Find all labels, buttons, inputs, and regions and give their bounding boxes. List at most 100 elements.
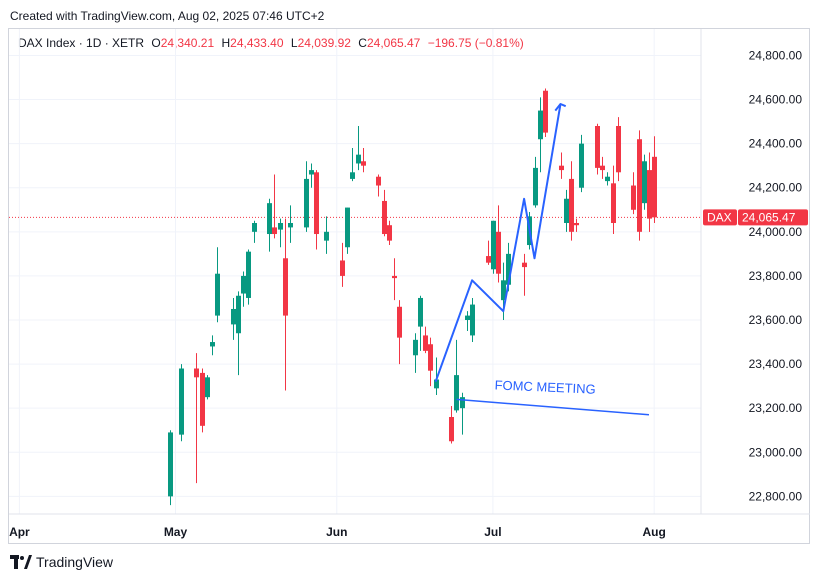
candle-body [340,260,345,276]
candle-body [215,273,220,316]
candle [392,258,397,301]
created-with-text: Created with TradingView.com, Aug 02, 20… [10,9,325,23]
time-tick-label: Aug [643,525,666,539]
candle [168,430,173,506]
candle [267,198,272,252]
price-axis[interactable]: 22,800.00 23,000.00 23,200.00 23,400.00 23,6… [749,48,803,503]
price-tick-label: 23,200.00 [749,401,803,415]
fomc-annotation[interactable]: FOMC MEETING [494,377,596,396]
legend-high-label: H [221,36,231,50]
candle [382,189,387,237]
candle-body [382,200,387,235]
candle-body [486,256,491,263]
candle [215,247,220,323]
candle-body [543,90,548,133]
drawings[interactable] [434,103,650,416]
tradingview-logo[interactable]: TradingView [10,554,113,570]
candle-body [600,165,605,171]
candle-body [304,178,309,228]
candle [252,220,257,243]
candle-body [200,372,205,426]
candle [194,353,199,484]
candle [179,364,184,442]
candle [350,148,355,182]
candle [543,88,548,138]
chart-frame [8,28,810,544]
price-tick-label: 24,400.00 [749,137,803,151]
candle-body [387,225,392,241]
candle [205,375,210,400]
candle [642,154,647,210]
price-tick-label: 24,600.00 [749,93,803,107]
candle [605,172,610,186]
candle [449,405,454,444]
candle-body [397,306,402,338]
candle [246,249,251,305]
candle [631,172,636,215]
candle-body [283,258,288,316]
candle [241,271,246,307]
candle [345,207,350,254]
zigzag-drawing[interactable] [434,103,562,383]
fomc-trendline[interactable] [456,398,650,416]
candle [496,205,501,283]
candle-body [413,339,418,356]
candle-body [361,161,366,166]
candle-body [652,156,657,218]
candle-body [559,165,564,171]
candle [288,205,293,243]
candle [465,311,470,332]
candle [413,333,418,373]
price-tick-label: 23,600.00 [749,313,803,327]
time-tick-label: Jul [484,525,501,539]
candle [376,174,381,197]
candle [340,242,345,287]
candle-body [449,417,454,442]
price-tick-label: 24,800.00 [749,48,803,62]
candle-body [533,167,538,206]
legend-low-label: L [290,36,298,50]
candle-body [470,304,475,336]
candle-body [418,297,423,327]
candle-body [350,172,355,179]
candle [454,339,459,413]
candle [600,156,605,179]
candle-body [428,344,433,371]
candle [579,134,584,193]
legend-change: −196.75 (−0.81%) [427,36,524,50]
last-price-tag-value-bg [738,209,808,226]
price-tick-label: 23,400.00 [749,357,803,371]
candle-body [241,275,246,294]
candle-body [574,223,579,226]
candle-body [460,397,465,409]
candle [470,297,475,343]
last-price-tag-symbol-bg [703,209,737,226]
candle [272,174,277,239]
candle [324,216,329,254]
price-tick-label: 23,800.00 [749,269,803,283]
candle-body [605,176,610,182]
candle-body [272,227,277,235]
candle-body [246,251,251,298]
price-tick-label: 24,000.00 [749,225,803,239]
candle [309,163,314,188]
candle [361,148,366,173]
legend-low-value: 24,039.92 [297,36,351,50]
candle [574,218,579,232]
candle [533,156,538,208]
candle [486,240,491,265]
candle-body [454,375,459,411]
time-axis[interactable]: Apr May Jun Jul Aug [9,525,666,539]
candle-body [324,231,329,241]
legend-symbol[interactable]: DAX Index · 1D · XETR [18,36,145,50]
candle [356,126,361,171]
candle-body [356,154,361,164]
legend-open: O24,340.21 [151,36,214,50]
candle-body [210,342,215,347]
candle-body [376,176,381,186]
candle-body [595,126,600,168]
zigzag-arrowhead[interactable] [554,103,567,112]
candle-body [434,379,439,389]
last-price-tag: DAX 24,065.47 [703,209,808,226]
